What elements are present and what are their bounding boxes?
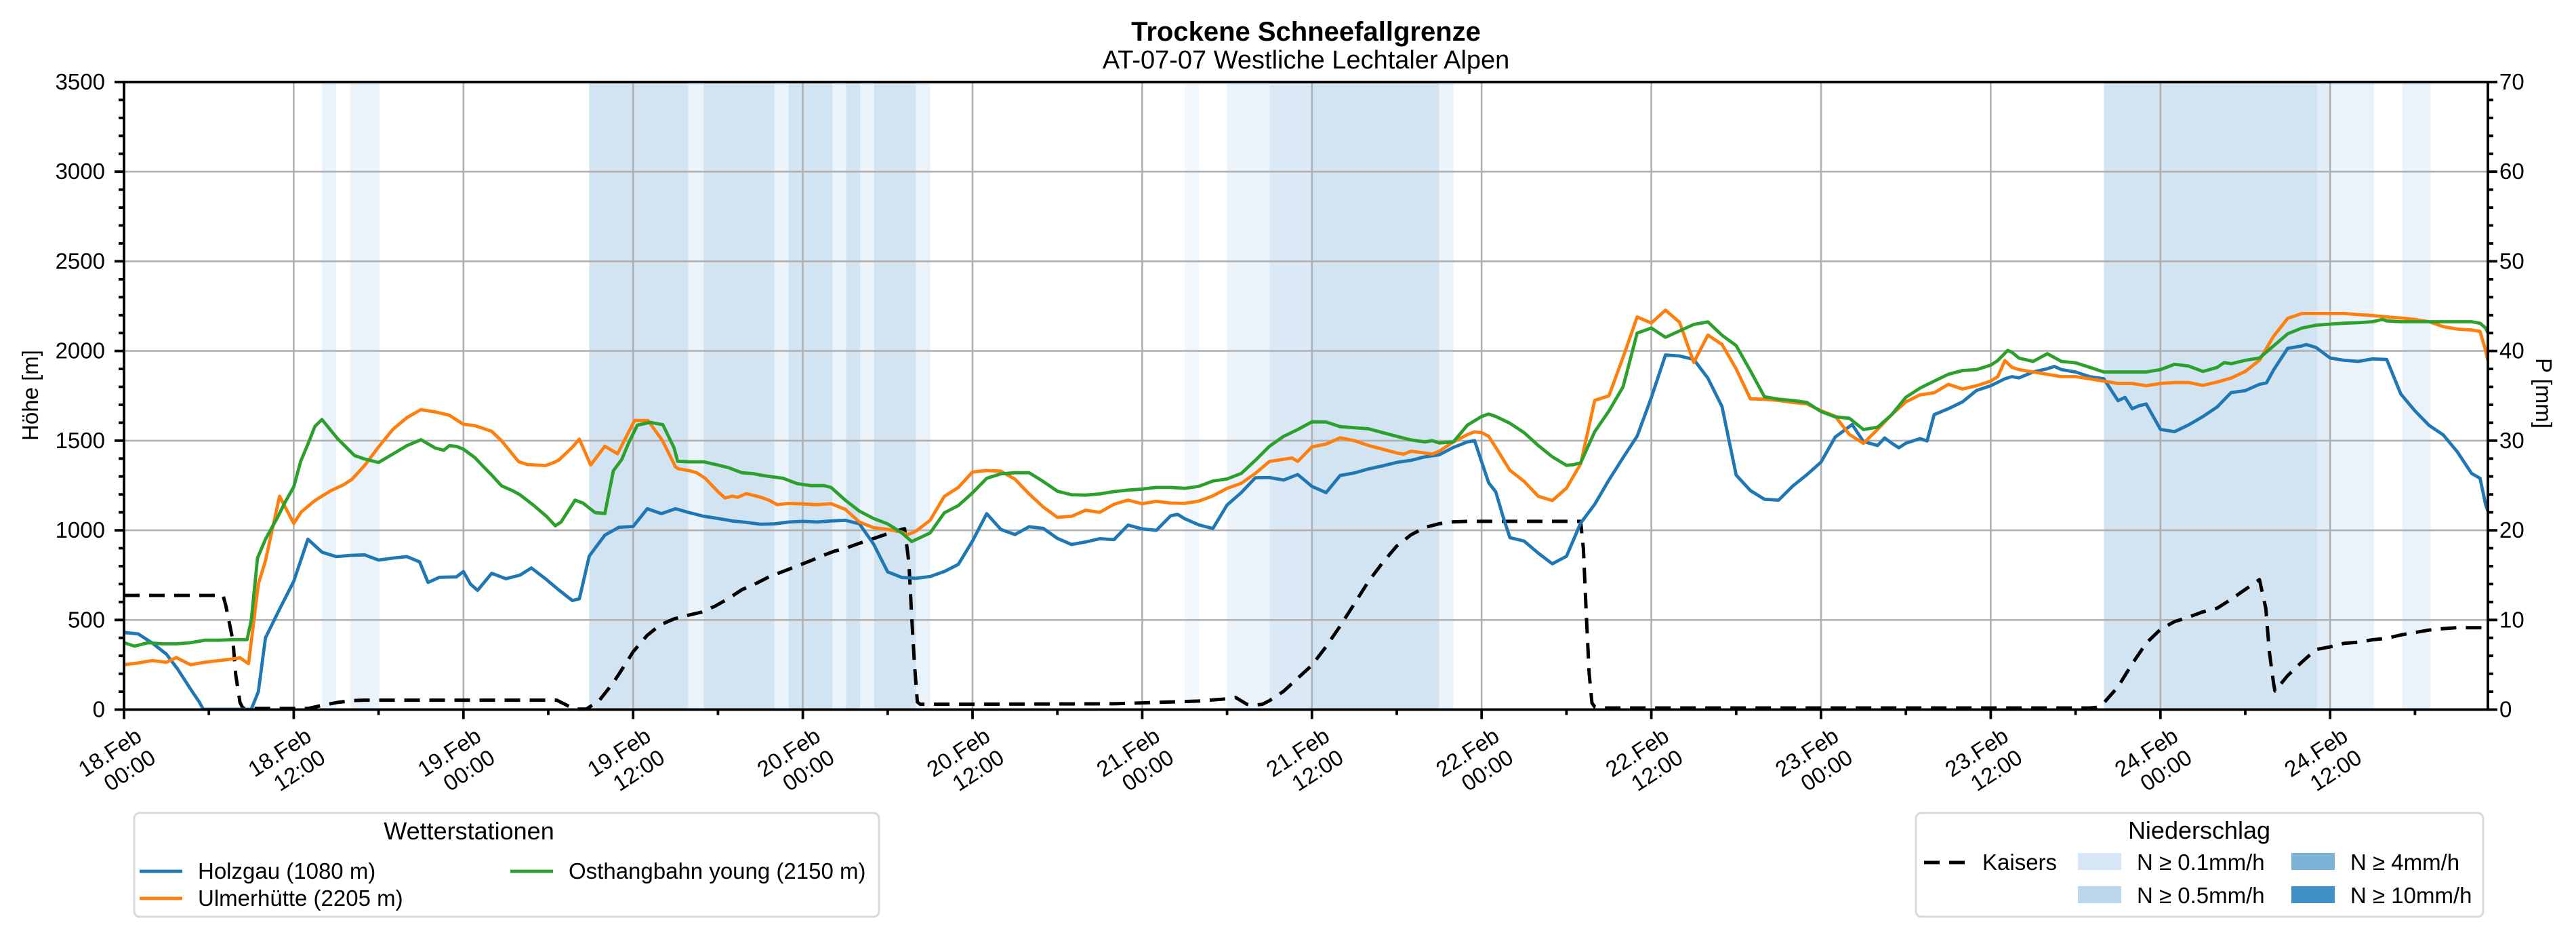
svg-text:Ulmerhütte (2205 m): Ulmerhütte (2205 m)	[198, 886, 403, 911]
svg-text:10: 10	[2499, 607, 2524, 632]
svg-text:AT-07-07 Westliche Lechtaler A: AT-07-07 Westliche Lechtaler Alpen	[1103, 46, 1510, 75]
svg-text:0: 0	[93, 697, 105, 722]
svg-text:Holzgau (1080 m): Holzgau (1080 m)	[198, 858, 375, 884]
svg-text:500: 500	[68, 607, 105, 632]
svg-text:N ≥ 4mm/h: N ≥ 4mm/h	[2350, 850, 2459, 875]
svg-text:50: 50	[2499, 248, 2524, 273]
svg-text:Osthangbahn young (2150 m): Osthangbahn young (2150 m)	[569, 858, 865, 884]
svg-text:Höhe [m]: Höhe [m]	[18, 350, 43, 441]
svg-text:70: 70	[2499, 69, 2524, 94]
svg-text:Niederschlag: Niederschlag	[2128, 816, 2270, 844]
svg-text:1000: 1000	[56, 517, 105, 542]
svg-text:Wetterstationen: Wetterstationen	[384, 817, 554, 845]
svg-text:3000: 3000	[56, 159, 105, 184]
svg-text:0: 0	[2499, 697, 2512, 722]
svg-text:20: 20	[2499, 517, 2524, 542]
svg-text:Kaisers: Kaisers	[1982, 850, 2057, 875]
svg-text:1500: 1500	[56, 428, 105, 453]
svg-text:N ≥ 10mm/h: N ≥ 10mm/h	[2350, 883, 2472, 908]
svg-text:2500: 2500	[56, 248, 105, 273]
svg-text:40: 40	[2499, 338, 2524, 363]
svg-text:3500: 3500	[56, 69, 105, 94]
svg-text:Trockene Schneefallgrenze: Trockene Schneefallgrenze	[1131, 17, 1481, 47]
svg-text:30: 30	[2499, 428, 2524, 453]
svg-text:P [mm]: P [mm]	[2531, 358, 2556, 429]
svg-text:60: 60	[2499, 159, 2524, 184]
svg-text:N ≥ 0.5mm/h: N ≥ 0.5mm/h	[2137, 883, 2265, 908]
svg-text:2000: 2000	[56, 338, 105, 363]
svg-text:N ≥ 0.1mm/h: N ≥ 0.1mm/h	[2137, 850, 2265, 875]
